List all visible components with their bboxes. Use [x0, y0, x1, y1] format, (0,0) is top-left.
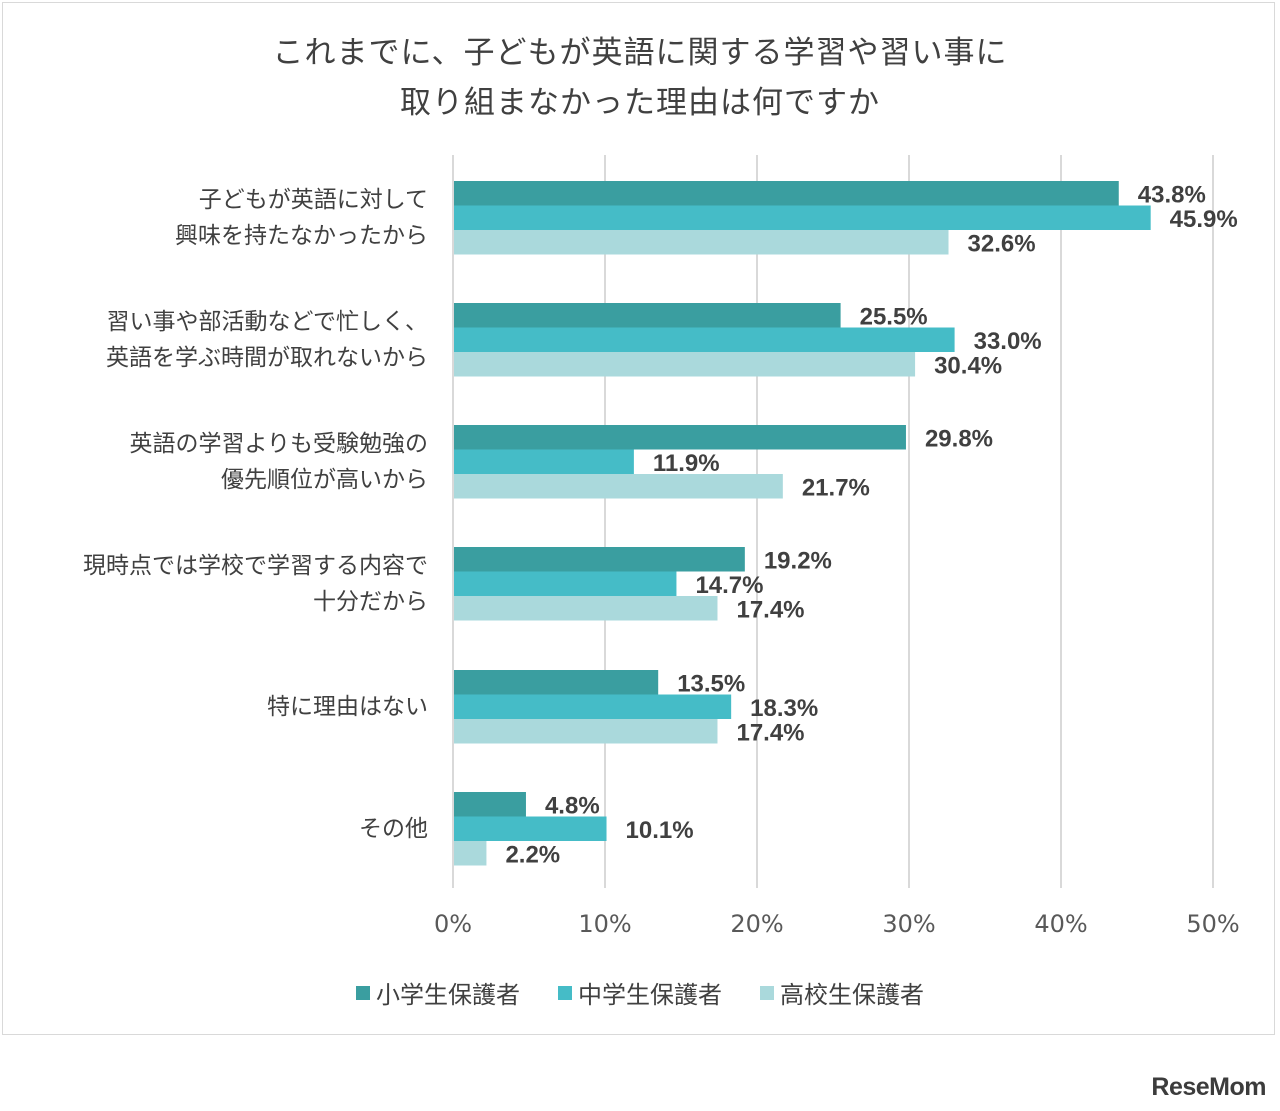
- bar: [453, 303, 841, 328]
- bar: [453, 181, 1119, 206]
- legend-item: 小学生保護者: [356, 975, 520, 1010]
- bar: [453, 474, 783, 499]
- x-tick-label: 10%: [578, 910, 632, 938]
- bar: [453, 841, 487, 866]
- x-tick-label: 30%: [882, 910, 936, 938]
- data-label: 17.4%: [736, 596, 804, 623]
- bar: [453, 352, 916, 377]
- data-label: 32.6%: [968, 230, 1036, 257]
- chart-frame: [2, 2, 1275, 1035]
- bar: [453, 230, 949, 255]
- legend-swatch: [760, 985, 774, 1000]
- legend-label: 小学生保護者: [376, 981, 520, 1009]
- x-tick-label: 0%: [433, 910, 473, 938]
- x-tick-label: 40%: [1034, 910, 1088, 938]
- x-tick-label: 50%: [1186, 910, 1240, 938]
- data-label: 18.3%: [750, 695, 818, 722]
- category-label: 子どもが英語に対して 興味を持たなかったから: [175, 186, 428, 249]
- bar: [453, 792, 526, 817]
- bar: [453, 816, 607, 841]
- bar: [453, 327, 955, 352]
- legend-swatch: [558, 985, 572, 1000]
- legend-swatch: [356, 985, 370, 1000]
- data-label: 21.7%: [802, 474, 870, 501]
- data-label: 19.2%: [764, 547, 832, 574]
- legend-label: 高校生保護者: [780, 981, 924, 1009]
- data-label: 10.1%: [626, 817, 694, 844]
- data-label: 14.7%: [695, 572, 763, 599]
- data-label: 45.9%: [1170, 206, 1238, 233]
- data-label: 25.5%: [860, 303, 928, 330]
- legend-item: 中学生保護者: [558, 975, 722, 1010]
- data-label: 33.0%: [974, 328, 1042, 355]
- bar: [453, 449, 634, 474]
- data-label: 29.8%: [925, 425, 993, 452]
- bar: [453, 670, 659, 695]
- bar: [453, 425, 906, 450]
- chart-title-line: 取り組まなかった理由は何ですか: [400, 85, 880, 121]
- bar: [453, 596, 718, 621]
- chart-legend: 小学生保護者 中学生保護者 高校生保護者: [0, 975, 1280, 1010]
- bar: [453, 205, 1151, 230]
- category-label: 現時点では学校で学習する内容で 十分だから: [83, 552, 428, 615]
- legend-item: 高校生保護者: [760, 975, 924, 1010]
- data-label: 43.8%: [1138, 181, 1206, 208]
- bar: [453, 547, 745, 572]
- category-label: 英語の学習よりも受験勉強の 優先順位が高いから: [129, 430, 428, 493]
- bar: [453, 719, 718, 744]
- data-label: 17.4%: [736, 719, 804, 746]
- category-label: その他: [359, 815, 428, 842]
- category-label: 特に理由はない: [267, 693, 428, 720]
- legend-label: 中学生保護者: [578, 981, 722, 1009]
- brand-logo: ReseMom: [1151, 1073, 1266, 1101]
- data-label: 30.4%: [934, 352, 1002, 379]
- bar: [453, 571, 677, 596]
- data-label: 11.9%: [653, 450, 720, 477]
- x-tick-label: 20%: [730, 910, 784, 938]
- data-label: 2.2%: [505, 841, 560, 868]
- bar: [453, 694, 732, 719]
- category-label: 習い事や部活動などで忙しく、 英語を学ぶ時間が取れないから: [106, 308, 428, 371]
- data-label: 13.5%: [677, 670, 745, 697]
- chart-title-line: これまでに、子どもが英語に関する学習や習い事に: [272, 35, 1008, 71]
- data-label: 4.8%: [545, 792, 600, 819]
- chart-title: これまでに、子どもが英語に関する学習や習い事に 取り組まなかった理由は何ですか: [0, 28, 1280, 128]
